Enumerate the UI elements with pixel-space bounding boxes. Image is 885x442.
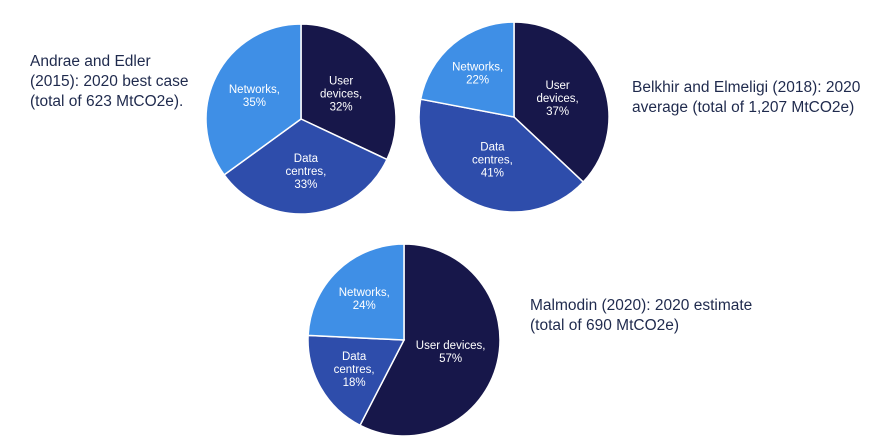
slice-label: Networks, 35% [229,84,280,109]
slice-label: User devices, 57% [416,340,486,365]
slice-label-line: 22% [466,75,489,87]
slice-label-line: 32% [330,102,353,114]
slice-label: Networks, 24% [339,287,390,312]
slice-label-line: 57% [439,353,462,365]
slice-label-line: centres, [472,154,513,166]
slice-label-line: Networks, [229,84,280,96]
caption-malmodin: Malmodin (2020): 2020 estimate (total of… [530,296,752,336]
pie-3: User devices, 57% Data centres, 18% Networks,… [307,243,501,437]
slice-label: Networks, 22% [452,62,503,87]
slice-data-centres [223,118,388,215]
slice-label-line: 24% [353,300,376,312]
caption-line: average (total of 1,207 MtCO2e) [632,99,855,116]
slice-data-centres [307,334,406,427]
caption-line: Andrae and Edler [30,53,151,70]
slice-label-line: devices, [320,89,362,101]
slice-label-line: User [329,76,353,88]
slice-label-line: Networks, [339,287,390,299]
slice-networks [419,21,515,118]
slice-label: Data centres, 41% [472,141,513,179]
slice-label-line: 37% [546,106,569,118]
slice-user-devices [358,243,501,437]
slice-label-line: Data [342,351,367,363]
slice-label-line: 35% [243,97,266,109]
slice-user-devices [300,23,397,161]
slice-label-line: User devices, [416,340,486,352]
slice-label-line: devices, [536,93,578,105]
slice-label: Data centres, 18% [334,351,375,389]
slice-label-line: Data [294,153,319,165]
slice-label-line: 18% [343,377,366,389]
slice-networks [205,23,302,176]
slice-label: User devices, 32% [320,76,362,114]
slice-label-line: centres, [285,166,326,178]
slice-label-line: centres, [334,364,375,376]
slice-label-line: Data [480,141,505,153]
pie-2: User devices, 37% Data centres, 41% Networks, 2… [418,21,610,213]
slice-label-line: Networks, [452,62,503,74]
slice-label: Data centres, 33% [285,153,326,191]
slice-label-line: User [545,80,569,92]
slice-user-devices [513,21,610,184]
caption-line: (2015): 2020 best case [30,73,189,90]
slice-label-line: 41% [481,167,504,179]
slice-networks [307,243,405,341]
pie-1: User devices, 32%Data centres, 33%Networks, 3… [205,23,397,215]
slice-label: User devices, 37% [536,80,578,118]
caption-line: (total of 690 MtCO2e) [530,317,680,334]
caption-belkhir-elmeligi: Belkhir and Elmeligi (2018): 2020 averag… [632,78,860,118]
slice-data-centres [418,98,585,213]
caption-line: (total of 623 MtCO2e). [30,93,184,110]
caption-line: Malmodin (2020): 2020 estimate [530,297,753,314]
caption-andrae-edler: Andrae and Edler (2015): 2020 best case … [30,52,189,112]
caption-line: Belkhir and Elmeligi (2018): 2020 [632,79,861,96]
slice-label-line: 33% [294,179,317,191]
